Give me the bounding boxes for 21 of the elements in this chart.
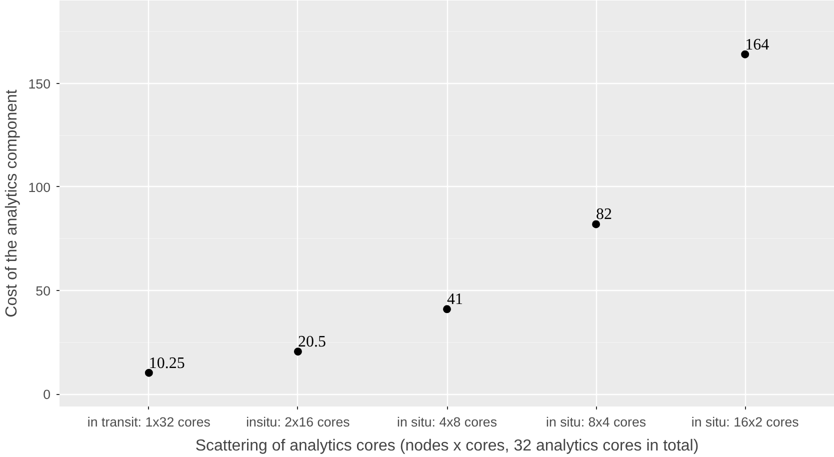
x-tick-label: in situ: 16x2 cores <box>691 414 800 430</box>
point <box>144 368 153 377</box>
point <box>443 305 451 314</box>
x-axis-title: Scattering of analytics cores (nodes x cores, 32 analytics cores in total) <box>195 438 699 454</box>
y-axis-title: Cost of the analytics component <box>3 89 20 318</box>
point <box>294 348 302 356</box>
data-label: 82 <box>596 206 612 224</box>
x-tick-label: in situ: 4x8 cores <box>396 414 498 430</box>
y-tick-label: 150 <box>28 76 51 92</box>
data-label: 41 <box>447 291 463 308</box>
x-tick-label: in situ: 8x4 cores <box>546 414 646 430</box>
point <box>741 50 750 58</box>
y-tick-label: 50 <box>36 284 51 298</box>
point <box>592 220 600 228</box>
y-tick-label: 100 <box>28 180 51 195</box>
y-tick-label: 0 <box>43 387 51 402</box>
x-tick-label: insitu: 2x16 cores <box>246 414 350 430</box>
data-label: 20.5 <box>298 334 326 351</box>
x-tick-label: in transit: 1x32 cores <box>87 414 211 430</box>
data-label: 164 <box>745 36 770 54</box>
data-label: 10.25 <box>148 354 185 372</box>
